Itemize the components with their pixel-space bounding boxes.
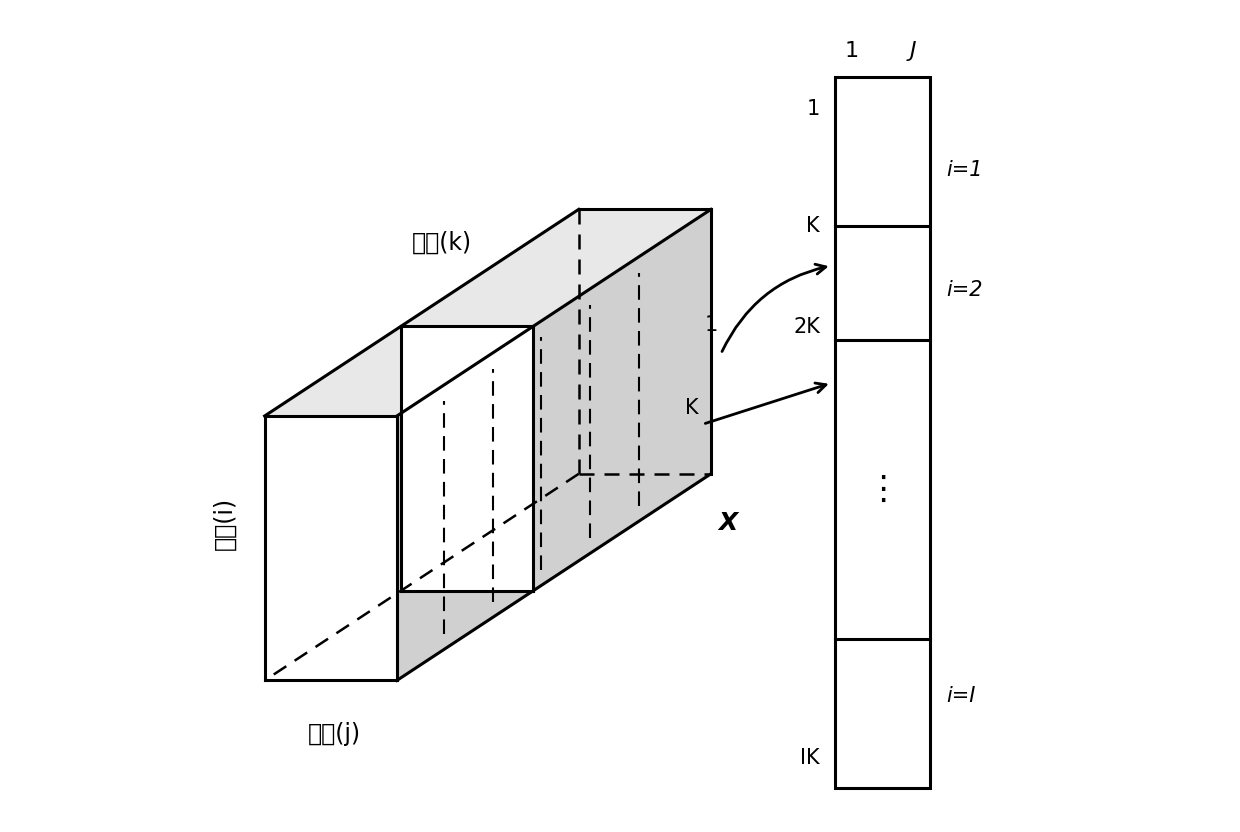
Text: 2K: 2K — [794, 317, 820, 337]
Text: 批次(i): 批次(i) — [213, 497, 237, 550]
Text: ⋮: ⋮ — [866, 473, 899, 506]
Text: IK: IK — [800, 748, 820, 768]
Polygon shape — [397, 210, 711, 681]
Polygon shape — [402, 326, 533, 591]
Text: K: K — [684, 398, 698, 418]
Text: i=I: i=I — [946, 686, 976, 706]
Text: 时间(k): 时间(k) — [412, 230, 472, 255]
Text: J: J — [909, 41, 916, 61]
Text: 1: 1 — [704, 315, 718, 335]
Text: 变量(j): 变量(j) — [309, 722, 361, 746]
Text: i=1: i=1 — [946, 160, 983, 180]
Text: 1: 1 — [807, 99, 820, 119]
Polygon shape — [264, 210, 711, 416]
Text: i=2: i=2 — [946, 280, 983, 300]
Text: X: X — [718, 512, 737, 536]
Text: 1: 1 — [844, 41, 859, 61]
Text: K: K — [806, 216, 820, 236]
Polygon shape — [264, 416, 397, 681]
Polygon shape — [264, 474, 711, 681]
Bar — [835, 77, 930, 788]
